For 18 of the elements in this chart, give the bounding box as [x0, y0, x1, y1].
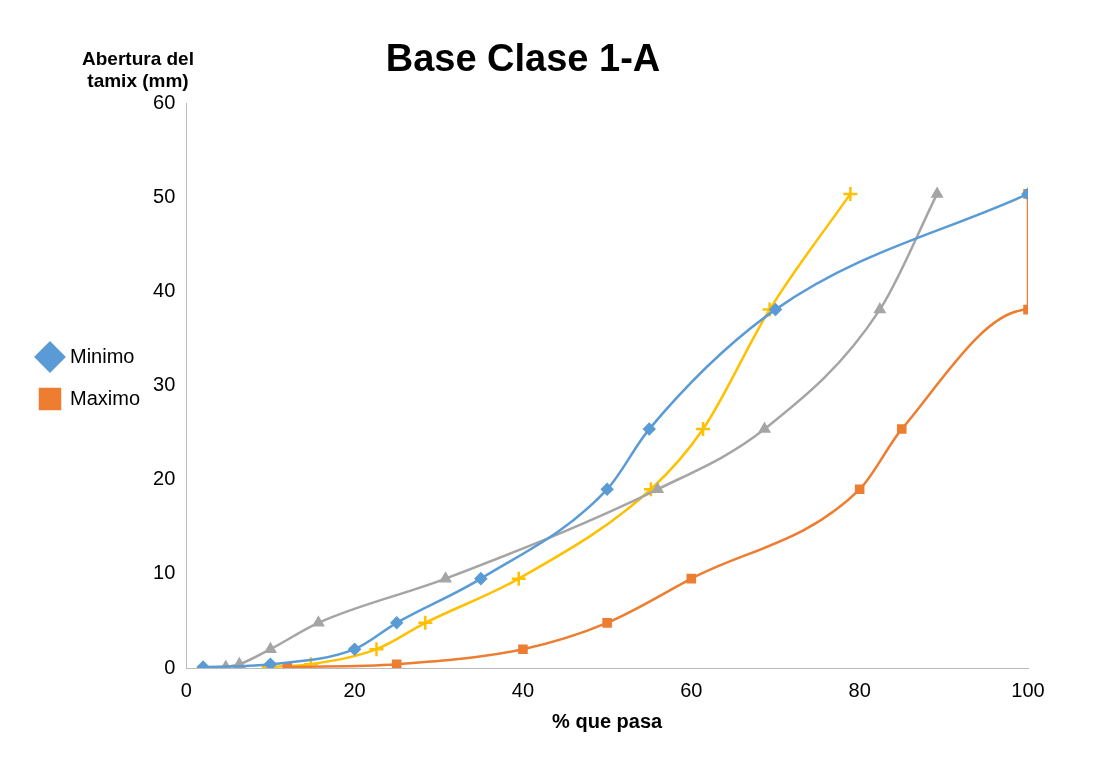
y-axis-title: Abertura del tamix (mm)	[81, 48, 195, 92]
y-tick-label: 50	[153, 185, 176, 208]
y-tick-label: 40	[153, 279, 176, 302]
y-tick-label: 10	[153, 561, 176, 584]
x-tick-label: 60	[680, 678, 703, 701]
y-tick-label: 60	[153, 91, 176, 114]
legend-label: Maximo	[70, 386, 141, 409]
x-tick-label: 20	[343, 678, 366, 701]
legend-label: Minimo	[70, 344, 135, 367]
x-axis-title: % que pasa	[552, 709, 664, 732]
x-tick-label: 40	[511, 678, 535, 701]
y-tick-label: 0	[164, 655, 176, 678]
chart-title: Base Clase 1-A	[385, 37, 661, 80]
x-tick-label: 0	[180, 678, 192, 701]
x-tick-label: 80	[848, 678, 871, 701]
y-tick-label: 30	[153, 373, 176, 396]
x-tick-label: 100	[1011, 678, 1045, 701]
y-tick-label: 20	[153, 467, 176, 490]
